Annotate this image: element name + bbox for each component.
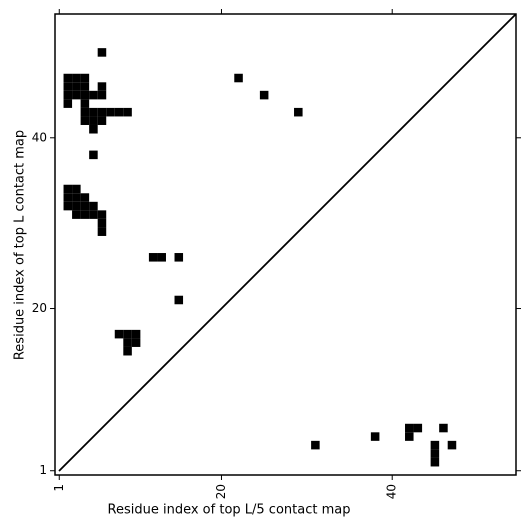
contact-cell [413,423,423,433]
contact-cell [72,82,81,91]
contact-cell [114,329,124,339]
x-tick-label: 40 [385,484,399,499]
contact-cell [63,90,73,100]
contact-cell [72,193,81,202]
contact-cell [370,432,380,441]
x-tick-label: 1 [52,484,66,492]
y-tick-label: 40 [32,130,47,144]
contact-cell [89,124,98,134]
contact-cell [131,329,141,339]
contact-cell [63,193,73,202]
contact-cell [405,432,414,441]
contact-cell [89,107,98,117]
contact-cell [72,201,81,211]
y-tick-label: 1 [39,463,47,477]
contact-cell [234,73,243,83]
contact-cell [80,90,90,100]
contact-cell [80,82,90,91]
contact-cell [72,73,81,83]
contact-cell [430,449,440,458]
contact-cell [174,253,184,262]
contact-cell [63,184,73,194]
contact-cell [89,90,98,100]
contact-cell [311,440,320,450]
contact-cell [97,227,107,236]
contact-cell [114,107,124,117]
contact-cell [97,107,107,117]
contact-cell [72,184,81,194]
contact-cell [123,329,132,339]
contact-cell [80,201,90,211]
contact-cell [72,210,81,219]
contact-cell [63,99,73,108]
contact-cell [80,193,90,202]
contact-cell [89,150,98,160]
x-tick-label: 20 [214,484,228,499]
contact-cell [439,423,448,433]
contact-cell [123,346,132,356]
contact-cell [97,116,107,125]
contact-cell [80,107,90,117]
contact-cell [294,107,303,117]
y-axis-label: Residue index of top L contact map [13,130,28,360]
contact-cell [97,90,107,100]
contact-cell [405,423,414,433]
contact-cell [97,82,107,91]
diagonal-line [58,13,517,472]
contact-cell [430,440,440,450]
contact-cell [89,210,98,219]
contact-cell [131,338,141,347]
contact-cell [80,210,90,219]
contact-cell [97,48,107,57]
contact-cell [123,107,132,117]
contact-cell [89,201,98,211]
contact-cell [63,82,73,91]
contact-cell [80,73,90,83]
contact-cell [80,116,90,125]
contact-cell [106,107,115,117]
contact-cell [157,253,166,262]
y-tick-label: 20 [32,301,47,315]
x-axis-label: Residue index of top L/5 contact map [108,503,351,518]
contact-cell [63,73,73,83]
contact-cell [447,440,457,450]
contact-cell [97,218,107,228]
contact-cell [174,295,184,305]
contact-cell [148,253,158,262]
contact-cell [80,99,90,108]
contact-cell [63,201,73,211]
plot-frame [54,13,517,476]
contact-cell [259,90,269,100]
contact-cell [97,210,107,219]
contact-cell [123,338,132,347]
contact-cell [89,116,98,125]
contact-cell [430,457,440,467]
contact-cell [72,90,81,100]
